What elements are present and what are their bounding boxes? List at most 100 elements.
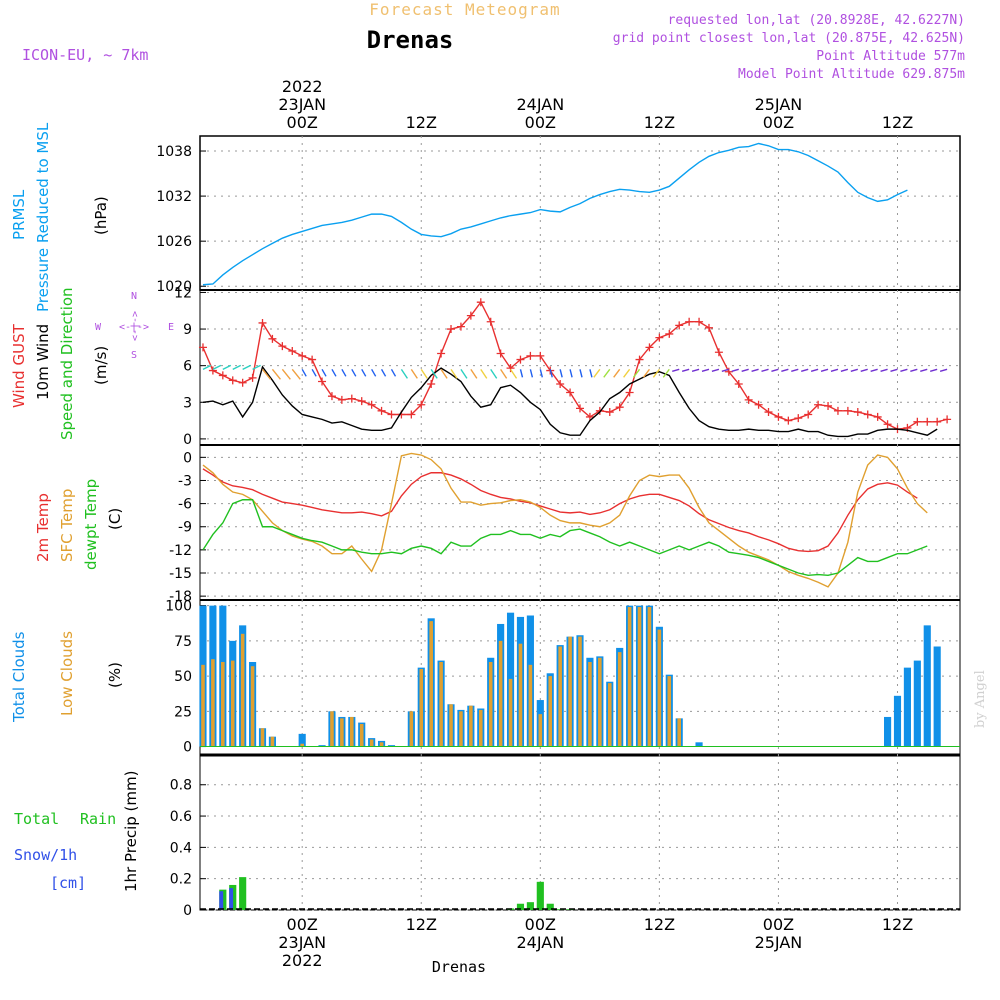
temp-2m-line <box>202 468 918 553</box>
wind-direction-arrow <box>440 368 448 379</box>
wind-direction-arrow <box>539 369 543 378</box>
pressure-label-2: Pressure Reduced to MSL <box>34 122 52 312</box>
gust-marker <box>843 406 852 415</box>
wind-direction-arrow <box>880 368 888 373</box>
wind-line <box>202 365 938 438</box>
gust-marker <box>833 406 842 415</box>
low-cloud-bar <box>211 659 215 747</box>
low-cloud-bar <box>300 743 304 747</box>
wind-direction-arrow <box>623 368 631 378</box>
gust-marker <box>556 379 565 388</box>
gust-marker <box>576 404 584 413</box>
wind-direction-arrow <box>202 364 212 370</box>
wind-direction-arrow <box>569 369 573 378</box>
wind-direction-arrow <box>929 368 938 373</box>
wind-direction-arrow <box>939 368 948 373</box>
y-tick-label: 0.2 <box>170 872 192 888</box>
wind-direction-arrow <box>603 368 611 378</box>
wind-direction-arrow <box>900 368 908 373</box>
precip-label-group: Total Rain Snow/1h [cm] 1hr Precip (mm) <box>14 771 140 892</box>
gust-marker <box>625 388 634 397</box>
gust-marker <box>516 355 525 364</box>
y-tick-label: 0 <box>183 432 192 448</box>
low-cloud-bar <box>449 704 453 747</box>
wind-direction-arrow <box>341 368 347 377</box>
low-cloud-bar <box>488 662 493 747</box>
gust-line <box>202 300 948 430</box>
wind-direction-arrow <box>242 364 251 370</box>
y-tick-label: -18 <box>169 589 192 605</box>
gust-marker <box>585 412 594 421</box>
temp-unit: (C) <box>106 508 124 530</box>
wind-direction-arrow <box>830 368 839 373</box>
gust-marker <box>318 377 327 386</box>
low-cloud-bar <box>270 736 275 747</box>
y-tick-label: 3 <box>183 395 192 411</box>
y-tick-label: -12 <box>169 543 192 559</box>
panel-frame <box>199 135 961 291</box>
gust-marker <box>655 333 664 342</box>
low-cloud-bar <box>340 718 344 747</box>
rain-bar <box>526 902 534 910</box>
gust-marker <box>238 378 247 387</box>
compass-e: E <box>168 322 174 333</box>
gust-marker <box>298 351 307 360</box>
gust-marker <box>695 317 704 326</box>
gust-marker <box>218 371 227 380</box>
low-cloud-bar <box>667 676 672 747</box>
wind-direction-arrow <box>450 368 458 379</box>
wind-direction-arrow <box>420 368 428 379</box>
low-cloud-bar <box>548 676 553 747</box>
gust-marker <box>704 323 713 332</box>
gust-marker <box>734 379 743 388</box>
gust-marker <box>248 373 257 382</box>
bottom-time-label: 2022 <box>282 951 323 970</box>
total-cloud-bar <box>318 745 326 747</box>
wind-direction-arrow <box>232 364 242 370</box>
wind-direction-arrow <box>212 364 222 370</box>
low-cloud-bar <box>230 660 235 747</box>
gust-marker <box>685 317 694 326</box>
precip-total-label: Total <box>14 810 59 828</box>
compass-w: W <box>95 322 102 333</box>
wind-direction-arrow <box>559 369 563 378</box>
low-cloud-bar <box>627 607 632 747</box>
compass-horizontal-arrows: <-|-> <box>119 322 149 333</box>
y-tick-label: 1026 <box>156 234 192 250</box>
y-tick-label: 0.6 <box>170 809 192 825</box>
panel-frame <box>199 289 961 446</box>
wind-gust-label: Wind GUST <box>10 323 28 408</box>
gust-marker <box>347 394 356 403</box>
wind-direction-arrow <box>711 368 720 373</box>
gust-marker <box>814 400 823 409</box>
top-time-label: 12Z <box>406 113 437 132</box>
low-cloud-bar <box>379 742 384 747</box>
gust-marker <box>873 412 882 421</box>
low-cloud-bar <box>617 652 622 747</box>
wind-10m-label: 10m Wind <box>34 324 52 400</box>
cloud-label-group: Total Clouds Low Clouds (%) <box>10 631 124 723</box>
low-cloud-bar <box>330 711 334 747</box>
grid-point-lonlat: grid point closest lon,lat (20.875E, 42.… <box>613 31 965 46</box>
wind-direction-arrow <box>579 369 583 378</box>
gust-marker <box>526 351 535 360</box>
gust-marker <box>308 355 317 364</box>
pressure-label-1: PRMSL <box>10 189 28 240</box>
temp-dewpt-label: dewpt Temp <box>82 479 100 570</box>
gust-marker <box>774 412 783 421</box>
gust-marker <box>417 400 426 409</box>
y-tick-label: 0.8 <box>170 778 192 794</box>
total-cloud-bar <box>893 695 902 747</box>
y-tick-label: 6 <box>183 359 192 375</box>
y-tick-label: 9 <box>183 322 192 338</box>
low-cloud-bar <box>429 621 433 747</box>
low-clouds-label: Low Clouds <box>58 631 76 716</box>
total-clouds-label: Total Clouds <box>10 631 28 723</box>
bottom-time-label: 00Z <box>763 915 794 934</box>
wind-direction-arrow <box>331 368 337 377</box>
wind-direction-arrow <box>410 368 418 379</box>
wind-unit: (m/s) <box>92 346 110 385</box>
gust-marker <box>258 318 267 327</box>
wind-speed-dir-label: Speed and Direction <box>58 287 76 440</box>
temp-sfc-line <box>202 452 928 588</box>
